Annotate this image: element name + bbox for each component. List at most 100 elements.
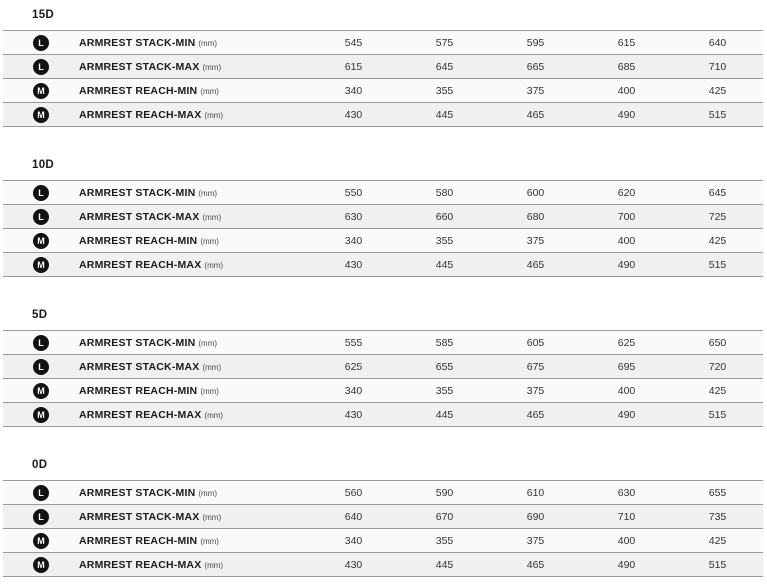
value-cell: 575 [435,36,454,49]
row-unit-label: (mm) [200,386,219,396]
row-label-cell: ARMREST STACK-MAX (mm) [79,61,308,73]
row-label-cell: ARMREST REACH-MIN (mm) [79,85,308,97]
row-label-cell: ARMREST REACH-MAX (mm) [79,409,308,421]
size-badge-cell: L [3,58,79,75]
row-unit-label: (mm) [200,236,219,246]
value-cell: 375 [526,234,545,247]
value-cell: 625 [617,336,636,349]
row-label: ARMREST REACH-MIN [79,384,198,397]
row-label: ARMREST STACK-MIN [79,336,196,349]
value-cell: 610 [526,486,545,499]
badge-l-icon: L [33,358,49,375]
value-cell: 355 [435,84,454,97]
value-cell: 465 [526,258,545,271]
value-cell: 355 [435,384,454,397]
table-row: L ARMREST STACK-MIN (mm) 550 580 600 620 645 [3,181,763,205]
value-cell: 655 [435,360,454,373]
table-row: M ARMREST REACH-MIN (mm) 340 355 375 400 425 [3,529,763,553]
value-cell: 340 [344,84,363,97]
size-badge-cell: L [3,34,79,51]
badge-l-icon: L [33,208,49,225]
row-label: ARMREST REACH-MAX [79,258,202,271]
size-badge-cell: L [3,484,79,501]
value-cell: 645 [708,186,727,199]
value-cell: 355 [435,234,454,247]
badge-m-icon: M [33,382,49,399]
badge-m-icon: M [33,232,49,249]
row-label: ARMREST STACK-MIN [79,36,196,49]
value-cell: 630 [617,486,636,499]
row-label: ARMREST STACK-MAX [79,360,200,373]
row-label-cell: ARMREST STACK-MIN (mm) [79,337,308,349]
row-label: ARMREST STACK-MIN [79,486,196,499]
badge-m-icon: M [33,406,49,423]
value-cell: 400 [617,84,636,97]
value-cell: 400 [617,534,636,547]
value-cell: 490 [617,408,636,421]
value-cell: 400 [617,384,636,397]
table-row: M ARMREST REACH-MAX (mm) 430 445 465 490 515 [3,103,763,127]
row-unit-label: (mm) [200,86,219,96]
value-cell: 375 [526,384,545,397]
size-badge-cell: M [3,382,79,399]
value-cell: 430 [344,108,363,121]
value-cell: 710 [708,60,727,73]
size-badge-cell: M [3,406,79,423]
value-cell: 425 [708,534,727,547]
value-cell: 555 [344,336,363,349]
value-cell: 735 [708,510,727,523]
size-badge-cell: M [3,232,79,249]
table-row: M ARMREST REACH-MIN (mm) 340 355 375 400 425 [3,379,763,403]
size-badge-cell: M [3,82,79,99]
value-cell: 615 [344,60,363,73]
value-cell: 655 [708,486,727,499]
table-row: M ARMREST REACH-MAX (mm) 430 445 465 490 515 [3,403,763,427]
row-label-cell: ARMREST REACH-MIN (mm) [79,535,308,547]
row-label-cell: ARMREST STACK-MIN (mm) [79,37,308,49]
row-label: ARMREST REACH-MAX [79,108,202,121]
section-grid: L ARMREST STACK-MIN (mm) 545 575 595 615 640 L AR… [3,30,763,127]
value-cell: 690 [526,510,545,523]
value-cell: 600 [526,186,545,199]
value-cell: 355 [435,534,454,547]
row-unit-label: (mm) [204,560,224,570]
table-row: L ARMREST STACK-MAX (mm) 625 655 675 695 720 [3,355,763,379]
row-label: ARMREST STACK-MAX [79,210,200,223]
value-cell: 700 [617,210,636,223]
size-badge-cell: L [3,508,79,525]
table-row: M ARMREST REACH-MAX (mm) 430 445 465 490 515 [3,253,763,277]
section-15d: 15D L ARMREST STACK-MIN (mm) 545 575 595 615 640… [0,0,767,150]
badge-m-icon: M [33,82,49,99]
value-cell: 710 [617,510,636,523]
section-10d: 10D L ARMREST STACK-MIN (mm) 550 580 600 620 645… [0,150,767,300]
table-row: L ARMREST STACK-MIN (mm) 560 590 610 630 655 [3,481,763,505]
value-cell: 650 [708,336,727,349]
badge-l-icon: L [33,58,49,75]
badge-l-icon: L [33,334,49,351]
value-cell: 490 [617,558,636,571]
row-unit-label: (mm) [198,338,218,348]
value-cell: 340 [344,384,363,397]
value-cell: 680 [526,210,545,223]
row-unit-label: (mm) [198,188,218,198]
size-badge-cell: L [3,334,79,351]
value-cell: 340 [344,234,363,247]
section-grid: L ARMREST STACK-MIN (mm) 550 580 600 620 645 L AR… [3,180,763,277]
value-cell: 445 [435,258,454,271]
value-cell: 720 [708,360,727,373]
value-cell: 425 [708,84,727,97]
value-cell: 375 [526,84,545,97]
size-badge-cell: M [3,556,79,573]
value-cell: 515 [708,258,727,271]
value-cell: 685 [617,60,636,73]
value-cell: 640 [708,36,727,49]
table-row: M ARMREST REACH-MIN (mm) 340 355 375 400 425 [3,229,763,253]
value-cell: 430 [344,258,363,271]
value-cell: 515 [708,408,727,421]
section-grid: L ARMREST STACK-MIN (mm) 560 590 610 630 655 L AR… [3,480,763,577]
value-cell: 465 [526,408,545,421]
table-row: L ARMREST STACK-MIN (mm) 555 585 605 625 650 [3,331,763,355]
row-label-cell: ARMREST REACH-MIN (mm) [79,385,308,397]
